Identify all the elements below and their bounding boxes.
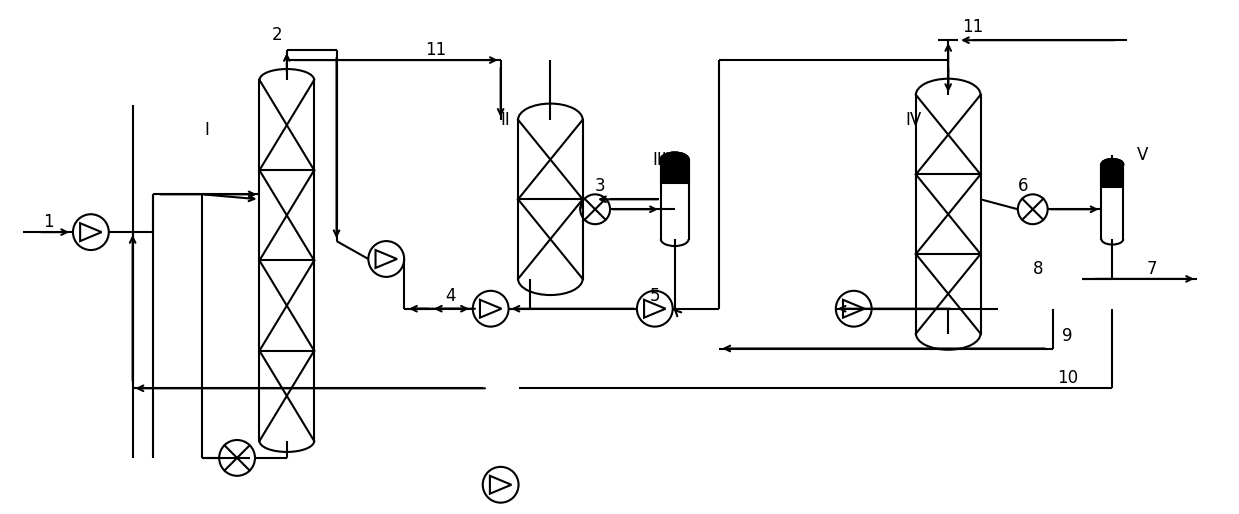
- Text: IV: IV: [906, 111, 922, 128]
- Text: 10: 10: [1057, 370, 1078, 388]
- Text: I: I: [204, 121, 209, 139]
- Text: 4: 4: [446, 287, 456, 305]
- Text: 3: 3: [595, 177, 606, 195]
- Text: V: V: [1136, 145, 1147, 163]
- Text: 11: 11: [425, 41, 446, 59]
- Text: 1: 1: [43, 213, 53, 231]
- Text: 5: 5: [649, 287, 660, 305]
- Text: III: III: [653, 151, 667, 169]
- Text: 9: 9: [1062, 326, 1073, 344]
- Text: 6: 6: [1017, 177, 1028, 195]
- Text: 7: 7: [1147, 260, 1157, 278]
- Ellipse shape: [660, 153, 689, 167]
- Text: II: II: [501, 111, 510, 128]
- Ellipse shape: [1101, 159, 1124, 170]
- Bar: [1101, 164, 1124, 187]
- Text: 11: 11: [963, 19, 984, 36]
- Text: 8: 8: [1032, 260, 1043, 278]
- Bar: [660, 159, 689, 183]
- Text: 2: 2: [271, 26, 282, 44]
